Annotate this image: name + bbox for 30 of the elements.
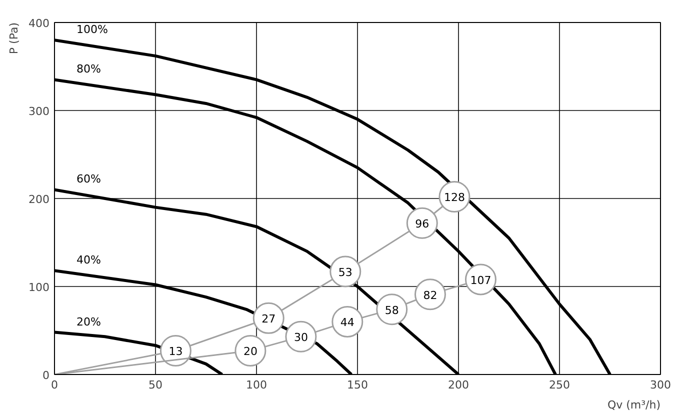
annotation: 44 bbox=[340, 316, 354, 330]
y-tick-label: 0 bbox=[42, 369, 50, 382]
series-label: 20% bbox=[76, 315, 101, 328]
x-tick-label: 0 bbox=[51, 378, 58, 392]
series-label: 40% bbox=[76, 254, 101, 267]
y-tick-label: 100 bbox=[28, 281, 50, 294]
x-tick-label: 200 bbox=[448, 378, 469, 392]
annotation: 30 bbox=[294, 331, 308, 344]
annotation: 27 bbox=[262, 312, 276, 326]
y-tick-label: 200 bbox=[28, 193, 50, 206]
annotation: 13 bbox=[168, 345, 183, 358]
annotation: 53 bbox=[338, 266, 352, 280]
annotation: 107 bbox=[470, 274, 492, 287]
series-label: 80% bbox=[76, 62, 101, 76]
series-label: 100% bbox=[76, 23, 108, 36]
y-axis-title: P (Pa) bbox=[8, 22, 20, 54]
annotation: 20 bbox=[243, 345, 258, 358]
annotation: 58 bbox=[384, 304, 399, 317]
annotation: 128 bbox=[444, 191, 465, 204]
y-tick-label: 300 bbox=[28, 105, 50, 118]
x-tick-label: 300 bbox=[650, 378, 671, 392]
x-tick-label: 150 bbox=[347, 378, 368, 392]
x-tick-label: 250 bbox=[549, 378, 570, 392]
annotation: 96 bbox=[415, 218, 430, 231]
y-tick-label: 400 bbox=[28, 17, 50, 30]
annotation: 82 bbox=[423, 288, 438, 302]
series-label: 60% bbox=[76, 172, 101, 186]
x-tick-label: 100 bbox=[246, 378, 267, 392]
x-axis-title: Qv (m³/h) bbox=[607, 398, 661, 412]
x-tick-label: 50 bbox=[148, 378, 162, 392]
